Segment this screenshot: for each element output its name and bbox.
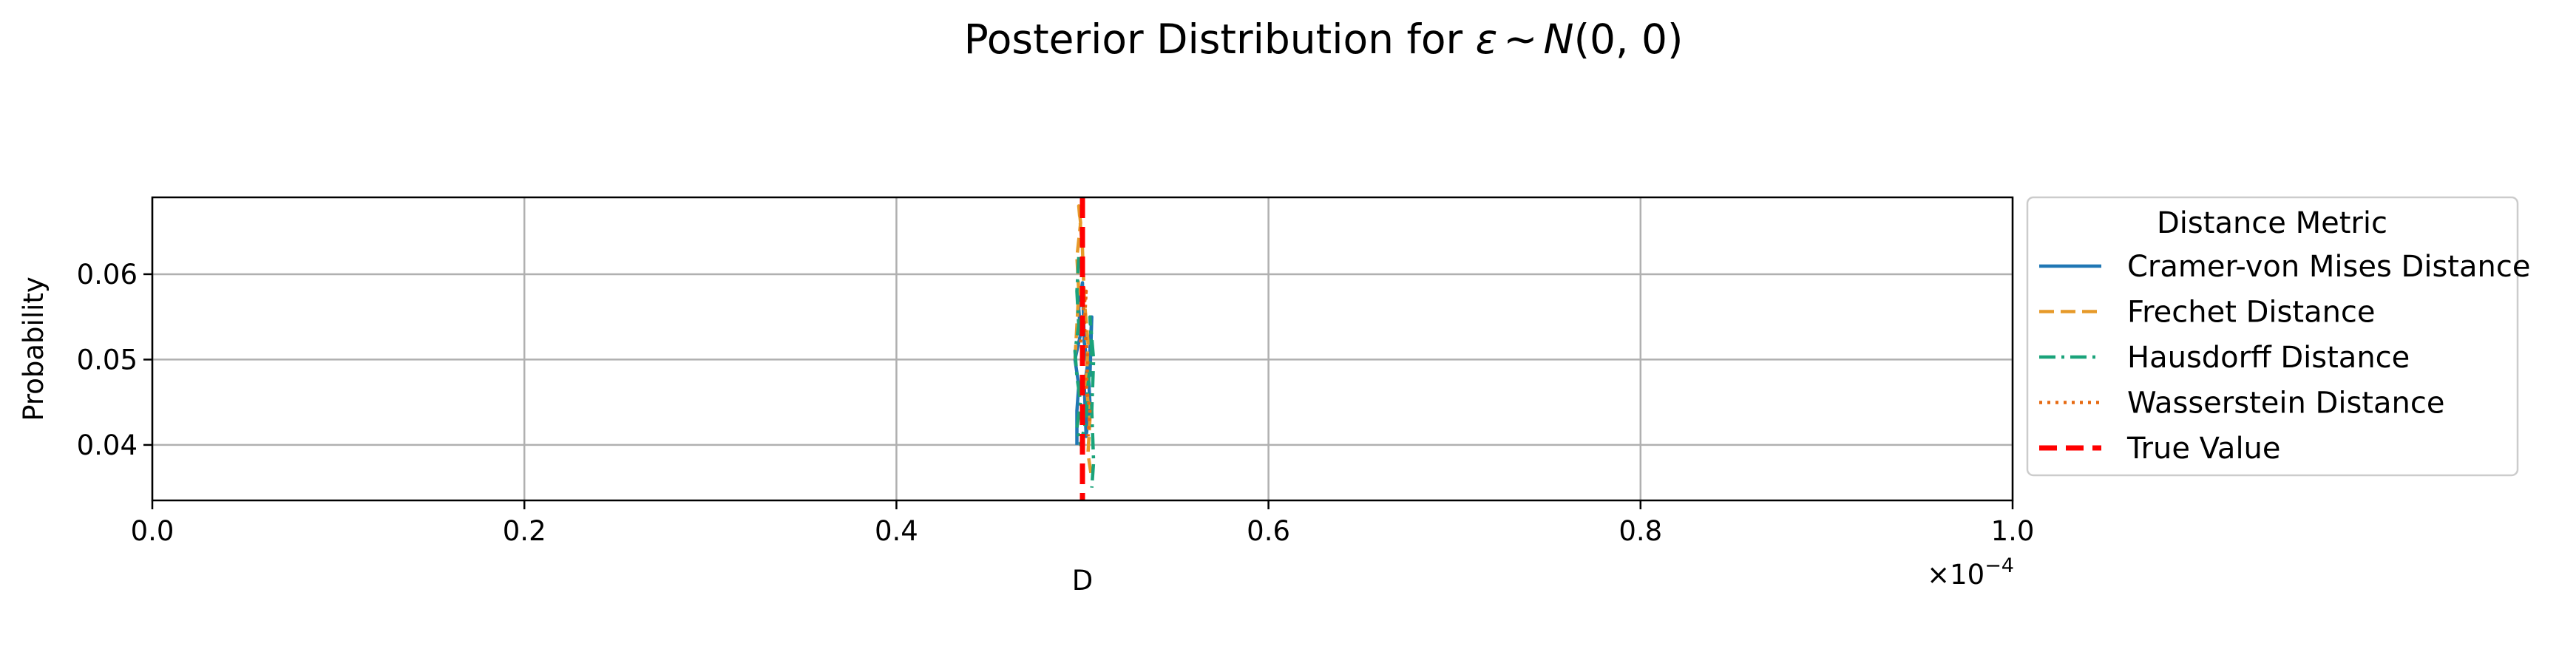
x-tick-label: 1.0 xyxy=(1991,515,2035,547)
legend-label: True Value xyxy=(2126,432,2281,466)
x-tick-label: 0.4 xyxy=(875,515,918,547)
series-line-3 xyxy=(1073,256,1096,488)
chart-title-args: (0, 0) xyxy=(1574,16,1684,63)
legend-label: Hausdorff Distance xyxy=(2127,341,2410,375)
legend-box xyxy=(2026,196,2519,477)
x-tick-label: 0.6 xyxy=(1247,515,1290,547)
series-layer xyxy=(1073,197,1096,500)
plot-frame xyxy=(151,196,2014,502)
y-tick-label: 0.05 xyxy=(77,344,138,376)
x-offset-exponent: −4 xyxy=(1984,554,2014,577)
chart-title-prefix: Posterior Distribution for xyxy=(964,16,1476,63)
x-tick-label: 0.8 xyxy=(1619,515,1662,547)
chart-title: Posterior Distribution for ε ~ N(0, 0) xyxy=(964,16,1684,63)
x-offset-base: ×10 xyxy=(1927,559,1984,591)
x-axis-label: D xyxy=(1072,565,1094,597)
legend-label: Cramer-von Mises Distance xyxy=(2127,250,2530,284)
chart-title-epsilon: ε xyxy=(1476,16,1498,63)
legend-label: Frechet Distance xyxy=(2127,296,2376,330)
legend-title: Distance Metric xyxy=(2157,206,2387,240)
x-tick-label: 0.2 xyxy=(503,515,546,547)
y-axis-label: Probability xyxy=(18,276,50,421)
chart-title-tilde: ~ xyxy=(1503,16,1537,63)
y-tick-label: 0.06 xyxy=(77,259,138,290)
x-tick-label: 0.0 xyxy=(131,515,174,547)
x-offset-text: ×10−4 xyxy=(1927,554,2014,591)
ticks: 0.0 0.2 0.4 0.6 0.8 1.0 0.04 0.05 0.06 xyxy=(77,259,2035,547)
legend: Distance Metric Cramer-von Mises Distanc… xyxy=(2026,196,2530,477)
legend-label: Wasserstein Distance xyxy=(2127,387,2444,421)
chart-title-dist: N xyxy=(1543,16,1573,63)
y-tick-label: 0.04 xyxy=(77,429,138,461)
legend-entries: Cramer-von Mises Distance Frechet Distanc… xyxy=(2039,250,2530,466)
